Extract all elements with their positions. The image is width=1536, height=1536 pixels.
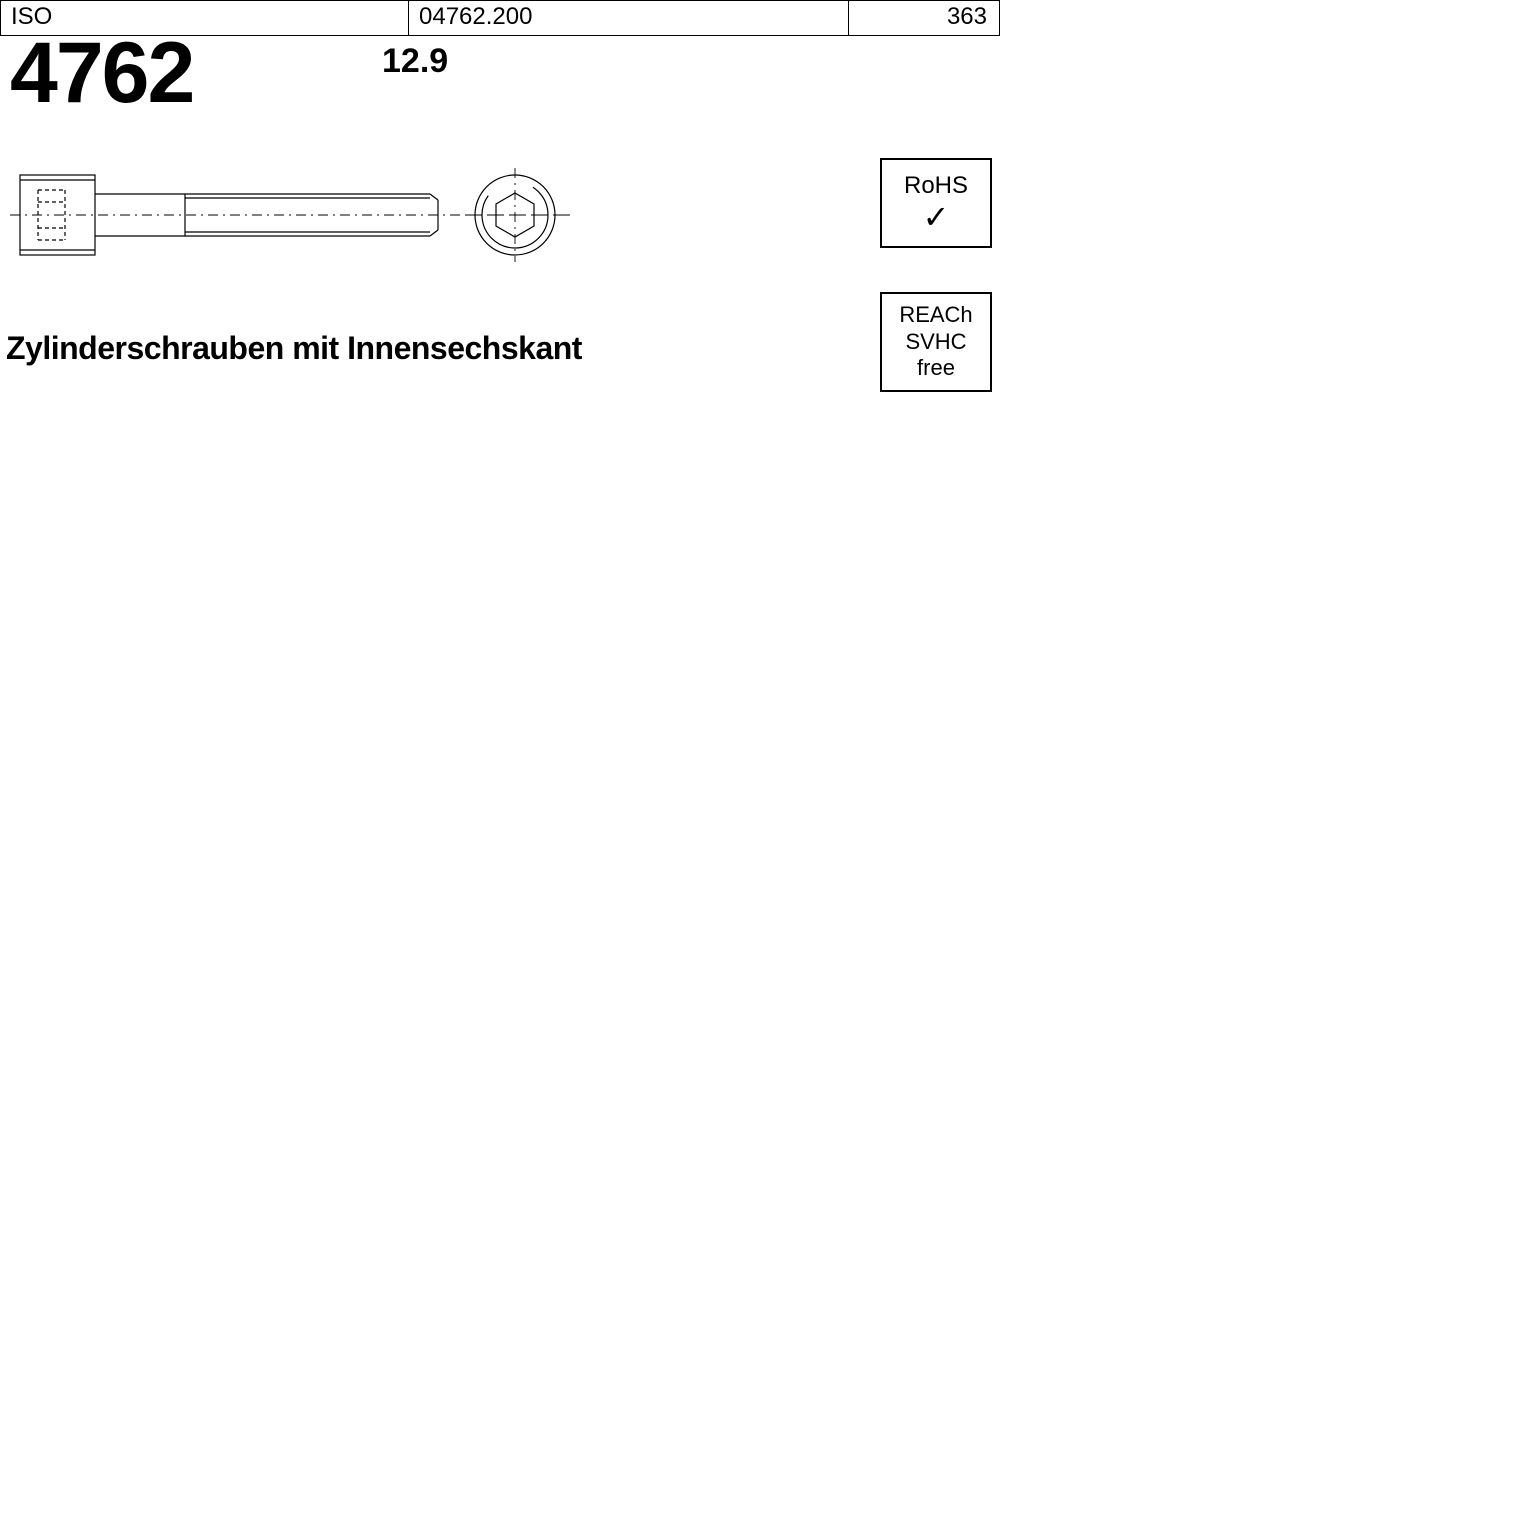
strength-grade: 12.9 <box>382 42 448 81</box>
rohs-badge: RoHS ✓ <box>880 158 992 248</box>
check-icon: ✓ <box>923 201 950 233</box>
header-page: 363 <box>849 1 999 35</box>
screw-diagram <box>10 160 590 270</box>
reach-badge: REACh SVHC free <box>880 292 992 392</box>
standard-number: 4762 <box>10 30 193 116</box>
rohs-label: RoHS <box>904 173 968 199</box>
reach-line3: free <box>917 355 955 381</box>
header-code: 04762.200 <box>409 1 849 35</box>
product-description: Zylinderschrauben mit Innensechskant <box>6 330 582 367</box>
reach-line1: REACh <box>899 302 972 328</box>
reach-line2: SVHC <box>905 329 966 355</box>
